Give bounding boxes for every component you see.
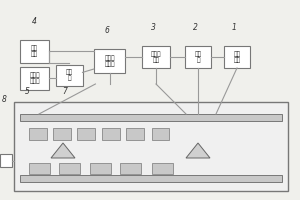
Bar — [20, 40, 49, 62]
Bar — [185, 46, 211, 68]
Text: 3: 3 — [151, 23, 155, 32]
Bar — [14, 102, 288, 191]
Bar — [58, 163, 80, 174]
Bar — [20, 114, 282, 121]
Polygon shape — [186, 143, 210, 158]
Bar — [152, 163, 172, 174]
Bar — [152, 128, 169, 140]
Text: 溶液储
备装置: 溶液储 备装置 — [29, 72, 40, 84]
Bar — [142, 46, 170, 68]
Bar — [20, 66, 49, 90]
Bar — [52, 128, 70, 140]
Text: 1: 1 — [232, 23, 236, 32]
Bar — [28, 163, 50, 174]
Text: 6: 6 — [104, 26, 109, 35]
Polygon shape — [51, 143, 75, 158]
Text: 5: 5 — [25, 87, 29, 96]
Bar — [224, 46, 250, 68]
Bar — [56, 64, 82, 86]
Text: 4: 4 — [32, 17, 37, 26]
Text: 8: 8 — [2, 96, 7, 104]
Text: 压力
气源: 压力 气源 — [31, 45, 38, 57]
Text: 2: 2 — [193, 23, 197, 32]
Text: 尾气
测装: 尾气 测装 — [233, 51, 241, 63]
Bar — [90, 163, 111, 174]
Text: 控制
器: 控制 器 — [194, 51, 202, 63]
Bar — [76, 128, 94, 140]
Text: 压力
泵: 压力 泵 — [65, 69, 73, 81]
Text: 尾气吹
散器: 尾气吹 散器 — [151, 51, 161, 63]
Bar — [102, 128, 120, 140]
Bar — [0, 154, 12, 167]
Bar — [20, 175, 282, 182]
Bar — [126, 128, 144, 140]
Text: 7: 7 — [62, 87, 67, 96]
Bar — [94, 49, 125, 73]
Text: 混合配
比装置: 混合配 比装置 — [104, 55, 115, 67]
Bar — [28, 128, 46, 140]
Bar — [120, 163, 141, 174]
